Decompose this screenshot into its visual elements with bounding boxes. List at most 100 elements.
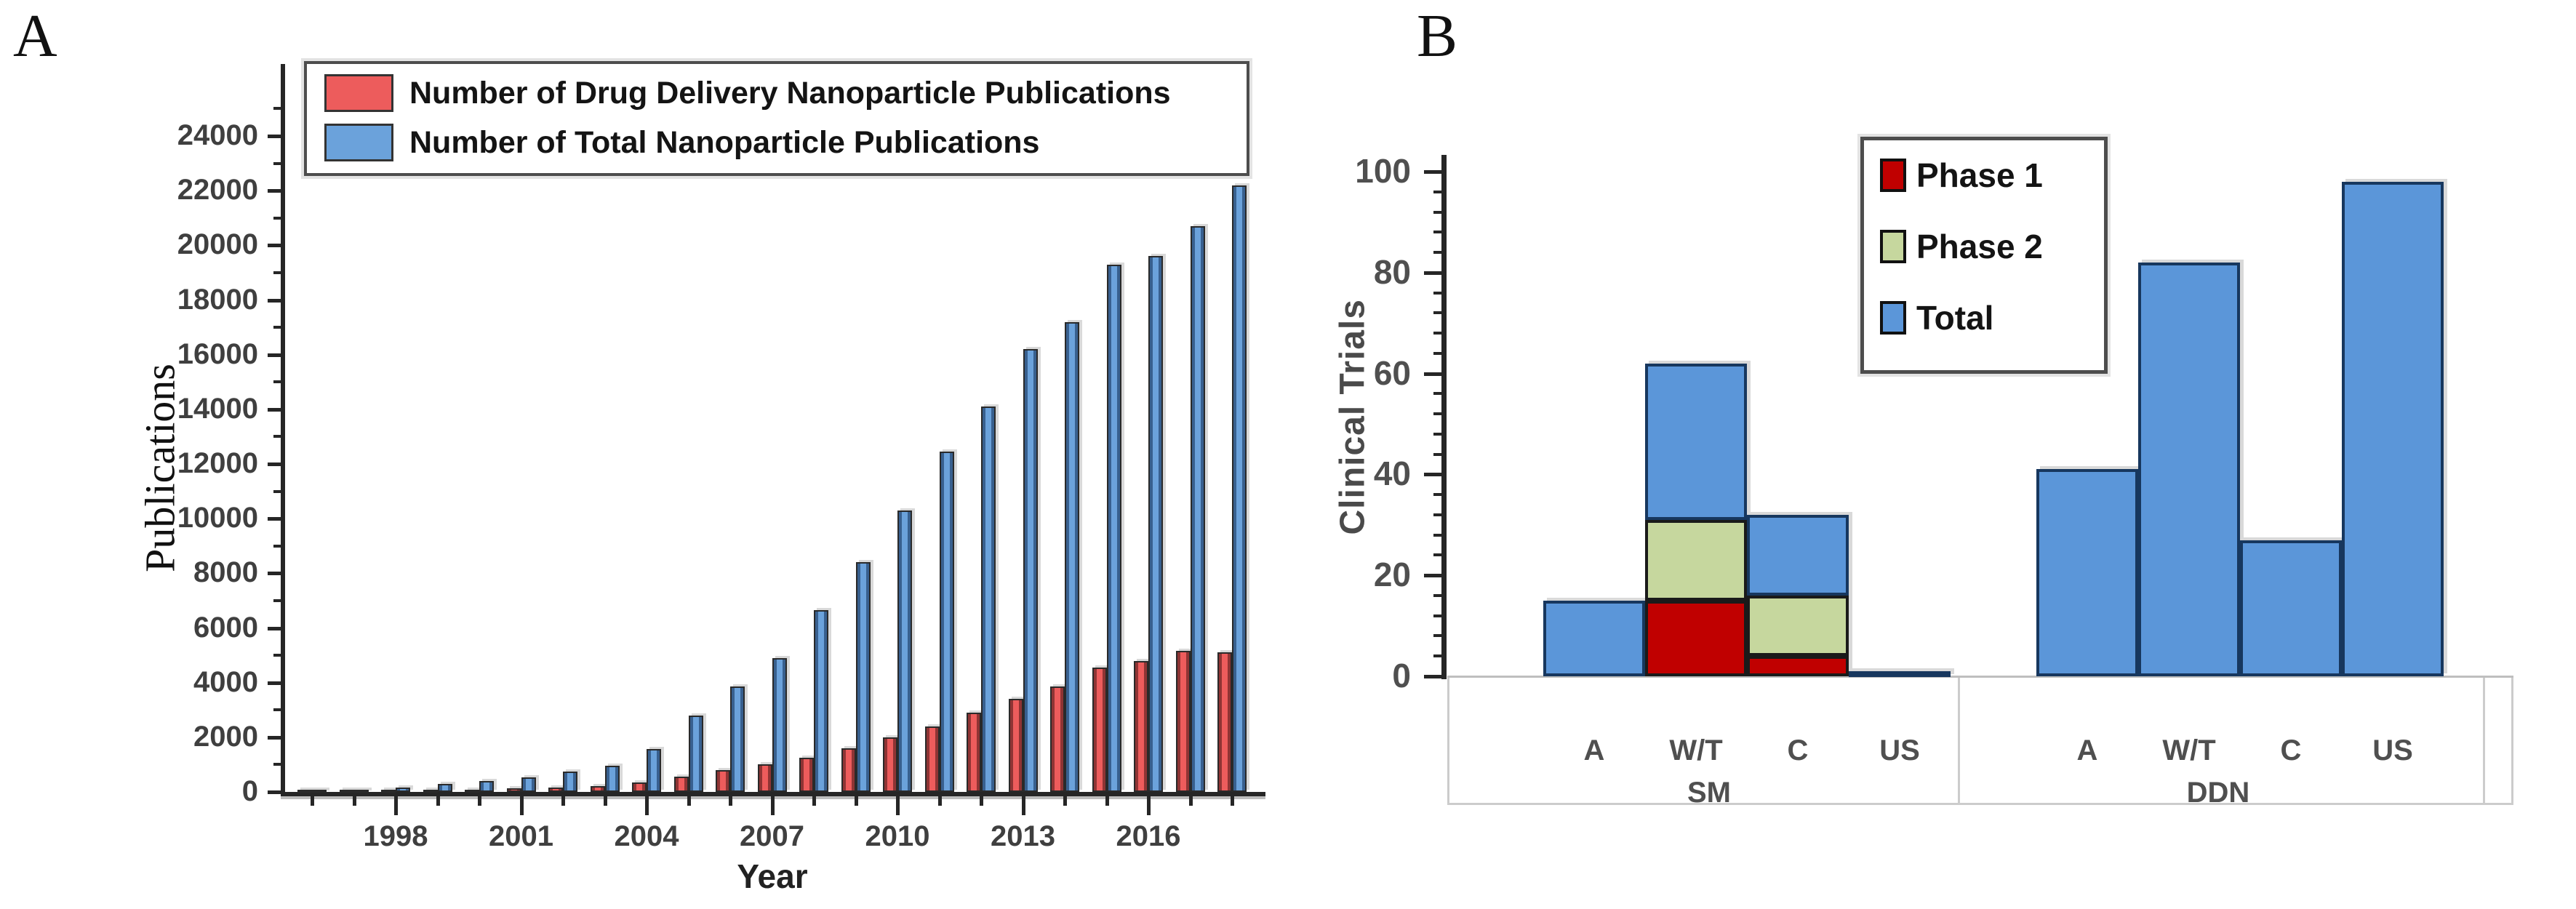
bar-total-publications (1148, 256, 1163, 792)
y-tick (268, 135, 281, 138)
legend-swatch (324, 124, 393, 161)
x-minor-tick (729, 796, 732, 806)
legend-label: Phase 1 (1916, 156, 2043, 194)
bar-drug-delivery-publications (716, 769, 730, 792)
y-tick-label: 20000 (177, 228, 258, 261)
axis-table-left-line (1447, 678, 1449, 805)
y-tick (268, 462, 281, 466)
axis-table-right-line (2511, 678, 2513, 805)
legend-item: Number of Total Nanoparticle Publication… (324, 121, 1039, 164)
category-label: W/T (2162, 734, 2216, 766)
stacked-bar-segment-phase1 (1645, 600, 1747, 676)
x-minor-tick (687, 796, 691, 806)
bar-drug-delivery-publications (1217, 652, 1232, 792)
y-minor-tick (273, 763, 281, 766)
bar-drug-delivery-publications (1134, 660, 1148, 792)
axis-table-bottom-line (1447, 803, 2513, 805)
bar-total-publications (396, 787, 410, 792)
y-tick-label: 18000 (177, 283, 258, 316)
y-tick (1424, 372, 1443, 376)
y-minor-tick (273, 654, 281, 657)
bar-total-publications (897, 510, 912, 792)
legend-swatch (1880, 301, 1906, 335)
y-tick-label: 10000 (177, 502, 258, 534)
y-tick (1424, 170, 1443, 174)
bar-drug-delivery-publications (757, 764, 772, 792)
bar-total-publications (437, 783, 452, 792)
bar-total-publications (939, 452, 954, 792)
y-minor-tick (273, 271, 281, 274)
y-tick-label: 24000 (177, 119, 258, 151)
x-minor-tick (603, 796, 607, 806)
bar-drug-delivery-publications (1050, 686, 1065, 792)
bar-total-publications (521, 777, 536, 792)
y-tick (1424, 675, 1443, 678)
y-minor-tick (1433, 311, 1443, 315)
stacked-bar-segment-phase2 (1747, 595, 1849, 657)
axis-table-group-separator (1958, 678, 1960, 805)
panel-a-y-axis-line (281, 64, 285, 796)
bar-drug-delivery-publications (381, 790, 396, 793)
bar-total-publications (688, 715, 703, 792)
bar-total-publications (1023, 349, 1038, 792)
legend-swatch (324, 74, 393, 112)
y-minor-tick (1433, 210, 1443, 214)
bar-total-publications (1106, 264, 1121, 792)
panel-b-label: B (1417, 2, 1458, 70)
y-minor-tick (273, 326, 281, 329)
x-tick (1021, 796, 1025, 815)
y-minor-tick (1433, 593, 1443, 597)
stacked-bar-segment-total (1645, 363, 1747, 520)
y-tick-label: 2000 (193, 720, 258, 753)
stacked-bar-segment-total (2036, 469, 2138, 676)
x-minor-tick (854, 796, 858, 806)
y-tick-label: 60 (1373, 353, 1411, 392)
x-tick-label: 2010 (865, 820, 930, 852)
x-tick-label: 2007 (740, 820, 804, 852)
panel-b-legend: Phase 1 Phase 2 Total (1860, 137, 2108, 374)
category-label: A (2076, 734, 2098, 766)
bar-drug-delivery-publications (548, 787, 563, 792)
x-tick (519, 796, 524, 815)
stacked-bar-segment-phase2 (1645, 519, 1747, 601)
y-minor-tick (1433, 513, 1443, 516)
stacked-bar-segment-total (1543, 600, 1645, 676)
panel-a-label: A (13, 2, 57, 70)
x-minor-tick (812, 796, 816, 806)
x-tick-label: 2004 (614, 820, 679, 852)
x-minor-tick (352, 796, 356, 806)
bar-total-publications (1232, 185, 1247, 792)
panel-a-legend: Number of Drug Delivery Nanoparticle Pub… (304, 61, 1249, 176)
bar-drug-delivery-publications (883, 737, 897, 792)
category-label: US (2372, 734, 2413, 766)
y-tick-label: 6000 (193, 611, 258, 644)
x-tick (645, 796, 649, 815)
bar-total-publications (1190, 226, 1205, 792)
legend-item: Number of Drug Delivery Nanoparticle Pub… (324, 71, 1171, 115)
y-tick-label: 100 (1355, 152, 1411, 190)
y-minor-tick (1433, 291, 1443, 295)
bar-drug-delivery-publications (1008, 699, 1023, 792)
y-tick (268, 244, 281, 248)
bar-total-publications (604, 765, 620, 792)
y-minor-tick (1433, 533, 1443, 537)
x-tick-label: 2016 (1116, 820, 1181, 852)
stacked-bar-segment-total (1747, 514, 1849, 596)
bar-drug-delivery-publications (632, 782, 647, 792)
bar-drug-delivery-publications (1092, 667, 1107, 792)
panel-b-x-axis-line (1447, 676, 2513, 678)
category-label: C (1787, 734, 1809, 766)
y-tick (1424, 271, 1443, 275)
x-tick-label: 1998 (363, 820, 428, 852)
bar-drug-delivery-publications (967, 713, 981, 792)
x-minor-tick (980, 796, 983, 806)
y-tick-label: 0 (1392, 657, 1411, 694)
x-tick-label: 2001 (489, 820, 553, 852)
y-tick (268, 517, 281, 521)
bar-total-publications (981, 407, 996, 792)
group-label: SM (1687, 777, 1731, 809)
y-tick (1424, 473, 1443, 477)
legend-item: Phase 2 (1880, 223, 2043, 270)
legend-label: Phase 2 (1916, 228, 2043, 265)
panel-a-x-axis-title: Year (737, 857, 808, 895)
